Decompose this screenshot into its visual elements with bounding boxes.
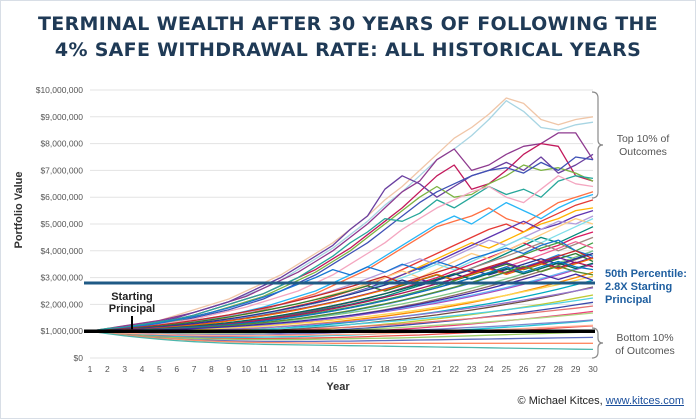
starting-principal-label: Starting Principal bbox=[109, 291, 155, 315]
median-label: 50th Percentile: 2.8X Starting Principal bbox=[605, 268, 687, 306]
series-line bbox=[89, 257, 594, 332]
x-tick-label: 27 bbox=[536, 364, 546, 374]
chart-title-line-2: 4% SAFE WITHDRAWAL RATE: ALL HISTORICAL … bbox=[54, 39, 642, 61]
bottom-brace bbox=[591, 327, 604, 359]
top-outcomes-label-line: Top 10% of bbox=[617, 133, 670, 145]
bottom-outcomes-label-line: Bottom 10% bbox=[616, 332, 673, 344]
x-tick-label: 13 bbox=[293, 364, 303, 374]
bottom-outcomes-label: Bottom 10% of Outcomes bbox=[615, 332, 675, 357]
bottom-outcomes-label-line: of Outcomes bbox=[615, 345, 675, 357]
x-tick-label: 10 bbox=[241, 364, 251, 374]
median-label-line: 2.8X Starting bbox=[605, 281, 672, 293]
y-tick-label: $3,000,000 bbox=[40, 273, 83, 283]
reference-lines bbox=[84, 281, 595, 333]
x-tick-label: 6 bbox=[174, 364, 179, 374]
starting-principal-label-line: Starting bbox=[111, 291, 153, 303]
series-line bbox=[89, 319, 594, 339]
x-tick-label: 17 bbox=[363, 364, 373, 374]
top-brace bbox=[591, 91, 604, 199]
x-axis-label: Year bbox=[326, 381, 350, 393]
x-tick-label: 26 bbox=[519, 364, 529, 374]
x-tick-label: 2 bbox=[105, 364, 110, 374]
y-tick-label: $1,000,000 bbox=[40, 326, 83, 336]
y-tick-label: $2,000,000 bbox=[40, 299, 83, 309]
series-line bbox=[89, 330, 594, 351]
credit-link[interactable]: www.kitces.com bbox=[605, 395, 684, 407]
x-tick-label: 12 bbox=[276, 364, 286, 374]
series-line bbox=[90, 191, 594, 332]
chart-title: TERMINAL WEALTH AFTER 30 YEARS OF FOLLOW… bbox=[0, 11, 696, 63]
series-line bbox=[89, 175, 594, 332]
x-tick-label: 9 bbox=[226, 364, 231, 374]
x-tick-label: 7 bbox=[192, 364, 197, 374]
series-line bbox=[89, 330, 594, 341]
x-tick-label: 16 bbox=[345, 364, 355, 374]
x-tick-label: 30 bbox=[588, 364, 598, 374]
median-label-line: 50th Percentile: bbox=[605, 268, 687, 280]
median-label-line: Principal bbox=[605, 294, 651, 306]
x-tick-label: 21 bbox=[432, 364, 442, 374]
y-tick-label: $4,000,000 bbox=[40, 246, 83, 256]
y-axis-ticks: $0 $1,000,000 $2,000,000 $3,000,000 $4,000,0… bbox=[36, 85, 84, 363]
credit-text: © Michael Kitces, bbox=[517, 395, 603, 407]
x-tick-label: 15 bbox=[328, 364, 338, 374]
y-axis-label: Portfolio Value bbox=[13, 171, 25, 248]
x-tick-label: 11 bbox=[259, 364, 268, 374]
credit-line: © Michael Kitces, www.kitces.com bbox=[518, 395, 684, 407]
series-line bbox=[89, 250, 594, 332]
y-tick-label: $7,000,000 bbox=[40, 165, 83, 175]
series-line bbox=[89, 175, 594, 332]
x-tick-label: 18 bbox=[380, 364, 390, 374]
series-line bbox=[89, 330, 593, 344]
y-tick-label: $9,000,000 bbox=[40, 112, 83, 122]
starting-principal-label-line: Principal bbox=[109, 303, 155, 315]
y-tick-label: $6,000,000 bbox=[40, 192, 83, 202]
x-tick-label: 3 bbox=[122, 364, 127, 374]
series-line bbox=[89, 324, 594, 337]
x-tick-label: 5 bbox=[157, 364, 162, 374]
chart-title-line-1: TERMINAL WEALTH AFTER 30 YEARS OF FOLLOW… bbox=[38, 13, 658, 35]
x-tick-label: 20 bbox=[415, 364, 425, 374]
series-line bbox=[89, 252, 594, 332]
x-tick-label: 25 bbox=[502, 364, 512, 374]
top-outcomes-label-line: Outcomes bbox=[619, 146, 667, 158]
series-line bbox=[89, 97, 594, 332]
x-tick-label: 29 bbox=[571, 364, 581, 374]
x-tick-label: 8 bbox=[209, 364, 214, 374]
x-tick-label: 28 bbox=[554, 364, 564, 374]
y-tick-label: $0 bbox=[74, 353, 84, 363]
series-line bbox=[89, 132, 594, 332]
series-line bbox=[89, 239, 594, 332]
x-tick-label: 22 bbox=[450, 364, 460, 374]
series-line bbox=[89, 153, 594, 332]
top-outcomes-label: Top 10% of Outcomes bbox=[617, 133, 670, 158]
x-tick-label: 19 bbox=[397, 364, 407, 374]
y-tick-label: $5,000,000 bbox=[40, 219, 83, 229]
x-tick-label: 4 bbox=[140, 364, 145, 374]
x-tick-label: 1 bbox=[88, 364, 93, 374]
x-axis-ticks: 1 2 3 4 5 6 7 8 9 10 11 12 13 14 15 16 17 18 19 20 21 22 23 24 2… bbox=[88, 364, 598, 374]
x-tick-label: 23 bbox=[467, 364, 477, 374]
y-tick-label: $8,000,000 bbox=[40, 139, 83, 149]
series-line bbox=[89, 252, 594, 332]
x-tick-label: 14 bbox=[311, 364, 321, 374]
y-tick-label: $10,000,000 bbox=[36, 85, 84, 95]
x-tick-label: 24 bbox=[484, 364, 494, 374]
